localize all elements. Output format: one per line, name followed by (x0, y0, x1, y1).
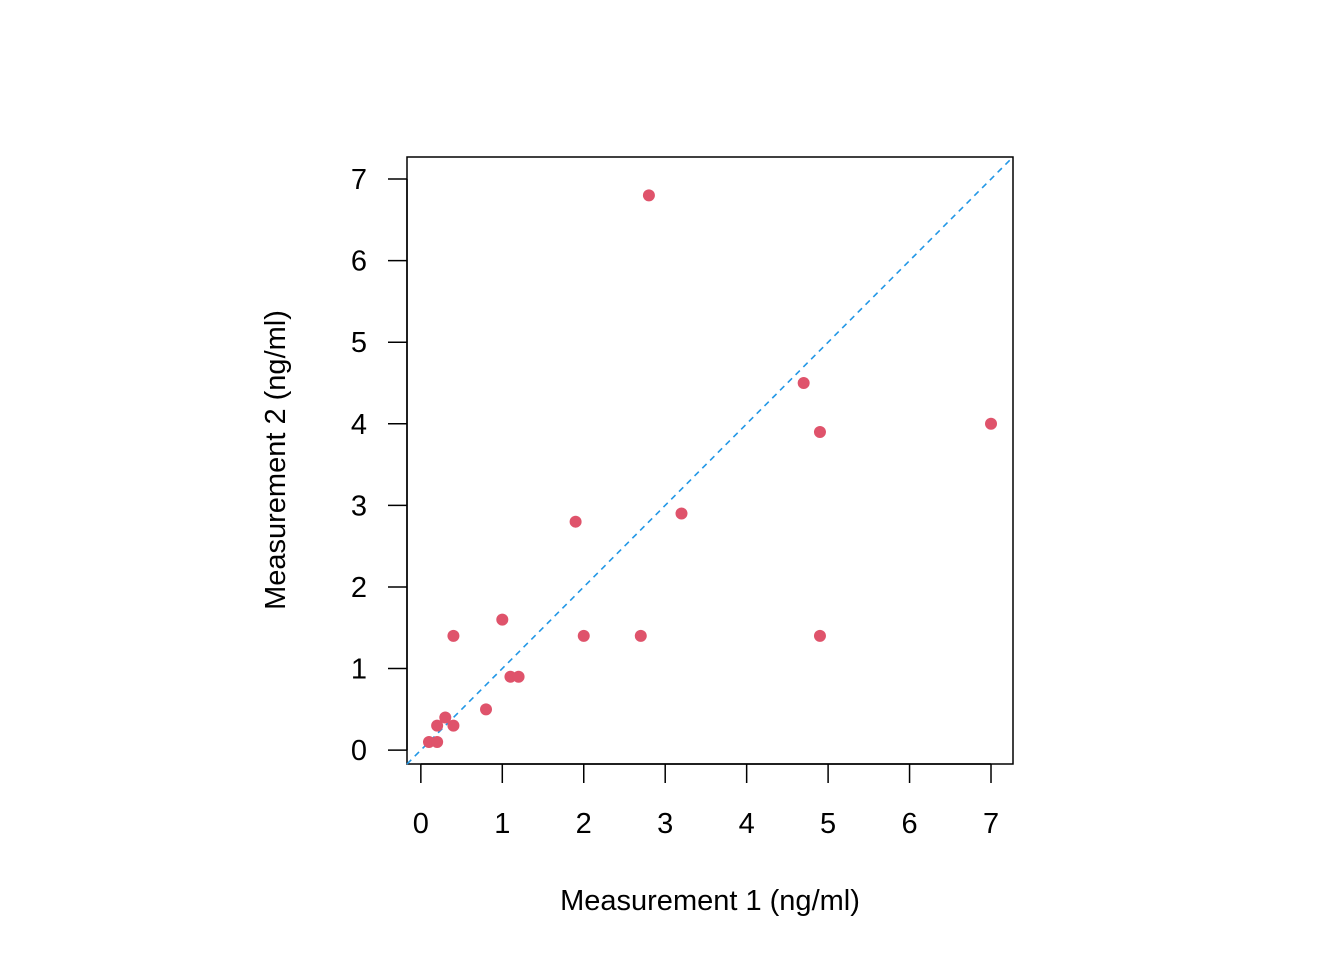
data-point (675, 507, 688, 520)
x-tick-label: 6 (901, 808, 917, 840)
data-point (813, 425, 826, 438)
data-point (813, 629, 826, 642)
x-tick-label: 4 (739, 808, 755, 840)
x-tick-label: 0 (413, 808, 429, 840)
x-tick-label: 5 (820, 808, 836, 840)
y-tick-label: 2 (351, 572, 367, 604)
y-tick-label: 6 (351, 246, 367, 278)
data-point (985, 417, 998, 430)
data-point (642, 189, 655, 202)
data-point (634, 629, 647, 642)
data-point (431, 735, 444, 748)
data-point (439, 711, 452, 724)
data-point (480, 703, 493, 716)
data-point (577, 629, 590, 642)
y-tick-label: 7 (351, 164, 367, 196)
data-point (569, 515, 582, 528)
y-tick-label: 0 (351, 735, 367, 767)
identity-reference-line (406, 156, 1014, 765)
data-point (431, 719, 444, 732)
x-tick-label: 3 (657, 808, 673, 840)
x-tick-label: 1 (494, 808, 510, 840)
data-point (512, 670, 525, 683)
y-tick-label: 5 (351, 327, 367, 359)
y-axis-label: Measurement 2 (ng/ml) (260, 310, 292, 610)
x-tick-label: 7 (983, 808, 999, 840)
y-tick-label: 3 (351, 490, 367, 522)
data-point (797, 376, 810, 389)
x-tick-label: 2 (576, 808, 592, 840)
y-tick-label: 4 (351, 409, 367, 441)
x-axis-label: Measurement 1 (ng/ml) (560, 885, 860, 917)
data-point (496, 613, 509, 626)
data-point (447, 629, 460, 642)
y-tick-label: 1 (351, 654, 367, 686)
data-point (447, 719, 460, 732)
